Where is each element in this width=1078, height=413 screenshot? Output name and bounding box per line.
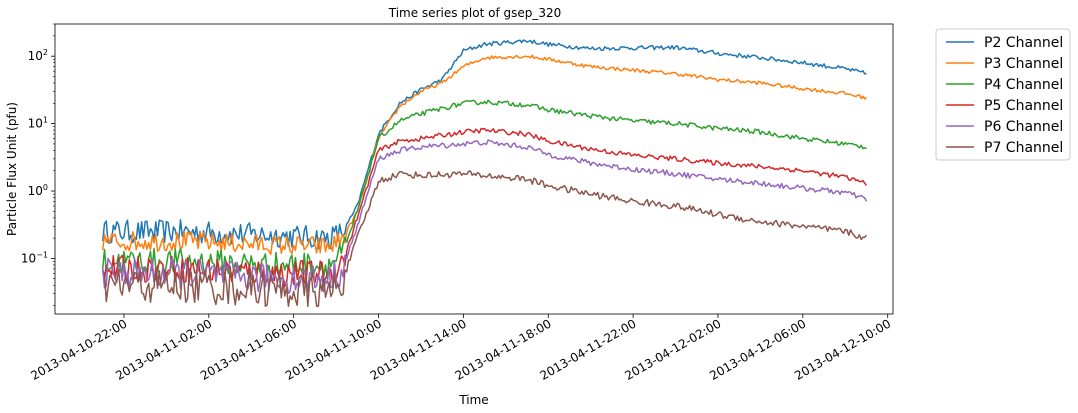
legend-label: P3 Channel <box>984 56 1063 72</box>
series-line-4 <box>101 127 868 288</box>
chart-title: Time series plot of gsep_320 <box>388 6 562 20</box>
legend-label: P2 Channel <box>984 35 1063 51</box>
y-axis: 10−1 100 101 102 <box>21 23 55 306</box>
series-line-5 <box>101 139 868 295</box>
y-tick-label: 10−1 <box>21 250 48 265</box>
legend-frame <box>935 28 1071 161</box>
legend-label: P6 Channel <box>984 119 1063 135</box>
y-tick-label: 101 <box>28 116 48 131</box>
series-line-2 <box>101 54 867 256</box>
series-layer <box>101 39 868 308</box>
series-line-6 <box>102 170 868 308</box>
y-tick-label: 100 <box>28 183 48 198</box>
x-tick-label: 2013-04-12-10:00 <box>792 316 893 382</box>
legend-label: P5 Channel <box>984 98 1063 114</box>
legend-label: P7 Channel <box>984 140 1063 156</box>
y-tick-label: 102 <box>28 48 48 63</box>
plot-area <box>54 23 894 315</box>
x-axis-label: Time <box>458 393 488 407</box>
y-axis-label: Particle Flux Unit (pfu) <box>5 102 19 236</box>
x-axis: 2013-04-10-22:002013-04-11-02:002013-04-… <box>28 314 893 383</box>
legend: P2 Channel P3 Channel P4 Channel P5 Channel… <box>935 28 1071 161</box>
series-line-3 <box>101 99 867 280</box>
series-line-1 <box>101 39 867 250</box>
legend-label: P4 Channel <box>984 77 1063 93</box>
